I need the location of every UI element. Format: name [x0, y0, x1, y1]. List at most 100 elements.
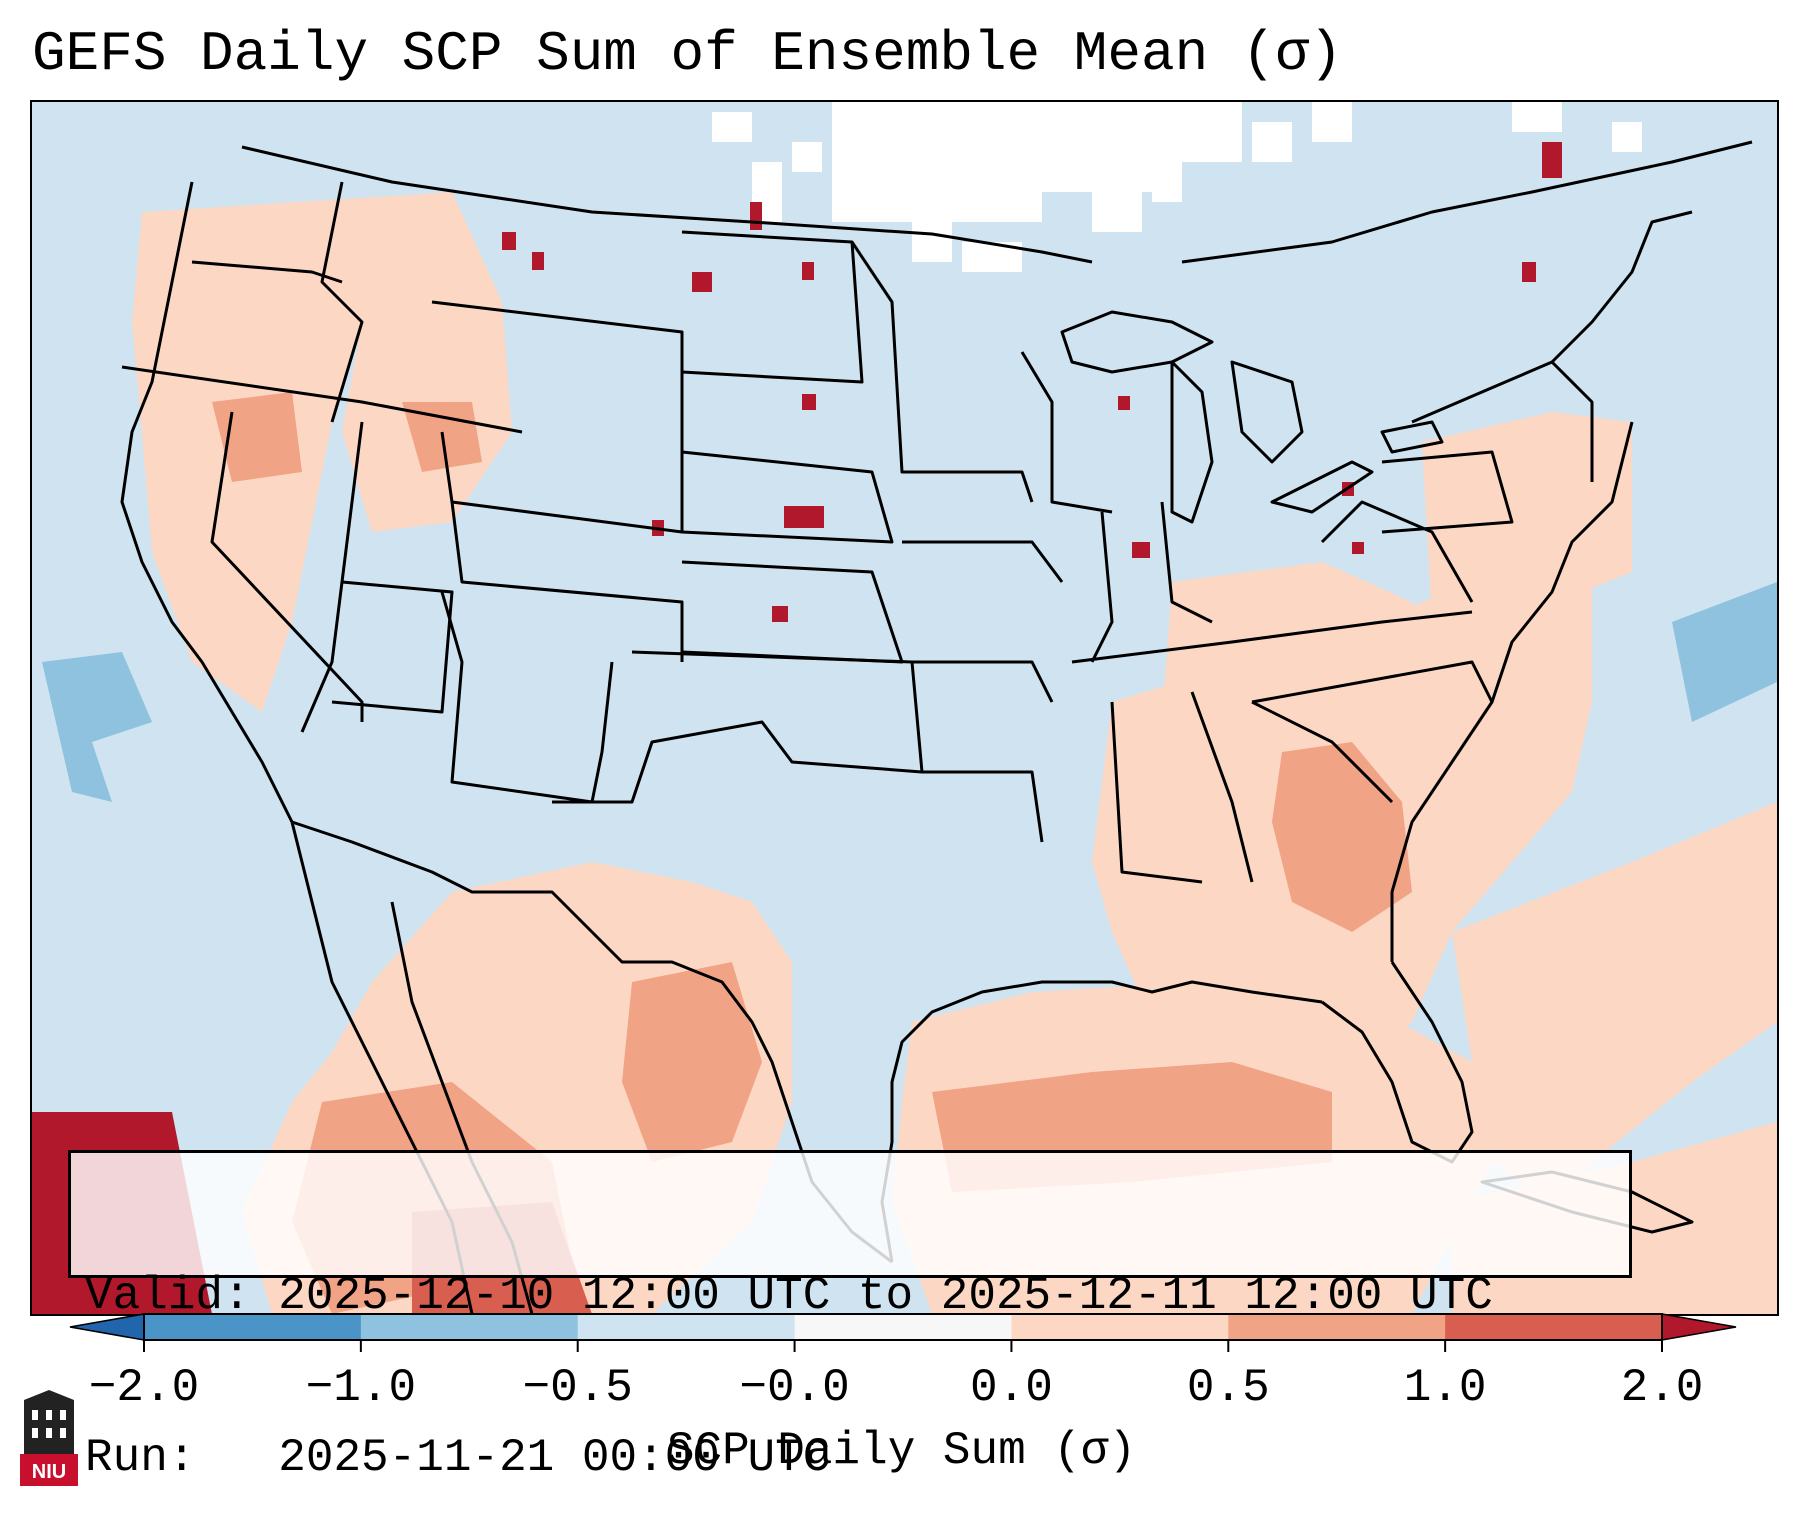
lake-michigan	[1170, 360, 1214, 524]
border-ga-sc	[1251, 700, 1394, 804]
logo-text: NIU	[32, 1461, 66, 1483]
border-wy	[440, 431, 684, 534]
border-id	[320, 181, 364, 423]
border-al-ga	[1190, 691, 1254, 883]
extreme-cell	[1522, 262, 1536, 282]
extreme-cell	[784, 506, 824, 528]
missing-cell	[1312, 102, 1352, 142]
colorbar-bin	[577, 1314, 796, 1340]
neg-pacific	[42, 652, 152, 802]
border-ky-tn	[1071, 610, 1473, 664]
extreme-cell	[502, 232, 516, 250]
missing-cell	[1612, 122, 1642, 152]
negative-anomaly-field	[42, 582, 1777, 802]
border-pa	[1381, 450, 1514, 534]
border-canada-east	[1181, 140, 1753, 264]
missing-cell	[912, 222, 952, 262]
run-time-text: Run: 2025-11-21 00:00 UTC	[85, 1432, 831, 1484]
colorbar-extend-low	[69, 1313, 145, 1341]
border-or-ca	[121, 365, 523, 434]
colorbar-bin	[1228, 1314, 1446, 1340]
colorbar-graphic	[69, 1313, 1737, 1352]
colorbar-tick-label: −0.5	[522, 1362, 633, 1414]
border-new-england	[1550, 210, 1693, 364]
border-va-wv	[1320, 500, 1474, 603]
missing-cell	[1152, 162, 1182, 202]
border-az-nm	[440, 591, 614, 804]
field-west-coast	[132, 192, 502, 712]
extreme-cell	[1542, 142, 1562, 178]
extreme-cell	[532, 252, 544, 270]
border-ms-al	[1110, 701, 1203, 884]
extreme-cell	[802, 394, 816, 410]
colorbar-tick-label: −2.0	[88, 1362, 200, 1414]
border-wa-or	[191, 260, 343, 284]
extreme-cell	[772, 606, 788, 622]
colorbar-tick-label: 0.0	[970, 1362, 1053, 1414]
lake-erie	[1270, 460, 1374, 514]
border-nv-ca	[210, 411, 364, 722]
colorbar-tick-label: 2.0	[1620, 1362, 1704, 1414]
colorbar-tick-label: −0.0	[739, 1362, 850, 1414]
border-sd-ne	[681, 450, 894, 544]
logo-building	[24, 1400, 74, 1454]
border-il-in	[1090, 511, 1114, 663]
border-ok-tx	[552, 650, 924, 804]
lake-superior	[1060, 310, 1214, 374]
colorbar-bin	[144, 1314, 362, 1340]
border-nc	[1251, 660, 1494, 704]
border-wi-il	[1020, 351, 1113, 514]
missing-cell	[1512, 102, 1562, 132]
field-northeast	[1422, 412, 1632, 622]
colorbar-tick-label: 1.0	[1403, 1362, 1487, 1414]
extreme-cell	[802, 262, 814, 280]
missing-data-cells	[712, 102, 1642, 272]
field-ohio-valley	[1162, 562, 1412, 742]
border-us-mexico	[291, 820, 594, 934]
colorbar-label: SCP Daily Sum (σ)	[666, 1425, 1137, 1477]
missing-cell	[792, 142, 822, 172]
border-ut-az	[331, 580, 454, 714]
colorbar-extend-high	[1661, 1313, 1737, 1341]
border-canada-us	[241, 145, 1093, 264]
missing-cell	[832, 102, 1042, 222]
map-panel[interactable]	[30, 100, 1779, 1316]
extreme-cell	[1132, 542, 1150, 558]
extreme-cell	[1352, 542, 1364, 554]
blob-southeast-mid	[1272, 742, 1412, 932]
colorbar-bin	[794, 1314, 1012, 1340]
neg-atlantic	[1672, 582, 1777, 722]
extreme-cell	[692, 272, 712, 292]
border-dakotas	[681, 230, 864, 384]
niu-logo: NIU	[20, 1390, 78, 1486]
run-info-box: Valid: 2025-12-10 12:00 UTC to 2025-12-1…	[68, 1150, 1632, 1484]
coast-pacific	[120, 181, 294, 823]
border-ia-mo	[902, 540, 1064, 583]
border-mt-wy	[431, 300, 684, 452]
colorbar-bin	[1445, 1314, 1663, 1340]
blob-texas-mid	[622, 962, 762, 1162]
border-in-oh	[1160, 501, 1213, 624]
lake-ontario	[1380, 420, 1444, 454]
extreme-cell	[1118, 396, 1130, 410]
border-nv-ut	[300, 421, 364, 733]
missing-cell	[1092, 192, 1142, 232]
border-mn-ia	[850, 241, 1034, 503]
map-title: GEFS Daily SCP Sum of Ensemble Mean (σ)	[32, 22, 1343, 86]
border-ar-la	[922, 770, 1044, 843]
field-atlantic-band	[1452, 802, 1777, 1202]
colorbar-outline	[143, 1313, 1663, 1341]
scp-map	[32, 102, 1777, 1314]
colorbar-tick-label: 0.5	[1186, 1362, 1270, 1414]
missing-cell	[1252, 122, 1292, 162]
extreme-cell	[750, 202, 762, 230]
blob-oregon-mid	[212, 392, 302, 482]
missing-cell	[1182, 102, 1242, 162]
missing-cell	[712, 112, 752, 142]
colorbar-bin	[360, 1314, 579, 1340]
logo-banner	[20, 1454, 78, 1486]
border-ny	[1411, 360, 1594, 482]
border-co	[450, 501, 684, 662]
colorbar	[69, 1313, 1737, 1352]
coast-atlantic	[1390, 421, 1634, 962]
